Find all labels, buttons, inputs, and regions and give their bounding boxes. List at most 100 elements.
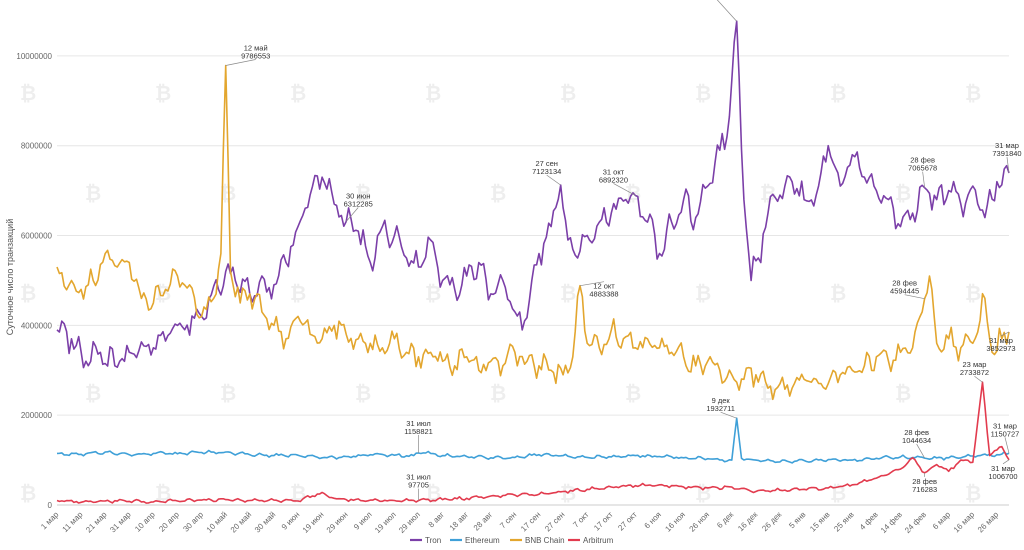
watermark-glyph: ₿ xyxy=(155,483,171,505)
watermark-glyph: ₿ xyxy=(830,483,846,505)
x-tick-label: 10 апр xyxy=(133,510,157,534)
annotation-date: 31 окт xyxy=(603,167,625,176)
annotation-date: 28 фев xyxy=(904,428,929,437)
watermark-glyph: ₿ xyxy=(20,83,36,105)
x-tick-label: 19 июн xyxy=(301,510,326,535)
x-tick-label: 31 мар xyxy=(108,510,133,535)
annotation-leader xyxy=(1002,459,1010,465)
y-tick-label: 4000000 xyxy=(21,321,53,330)
x-tick-label: 27 сен xyxy=(543,510,566,533)
annotation-date: 28 фев xyxy=(892,279,917,288)
x-tick-label: 17 окт xyxy=(592,510,615,533)
annotation-value: 1150727 xyxy=(991,429,1020,438)
series-lines xyxy=(56,20,1010,504)
annotation-leader xyxy=(916,443,925,459)
x-tick-label: 6 мар xyxy=(931,510,953,532)
grid-lines xyxy=(57,55,1009,506)
annotation-date: 31 мар xyxy=(989,336,1013,345)
x-tick-label: 15 янв xyxy=(808,510,831,533)
x-tick-label: 7 сен xyxy=(498,510,518,530)
y-axis-ticks: 0 2000000 4000000 6000000 8000000 10000000 xyxy=(16,52,52,510)
annotation-value: 4883388 xyxy=(589,290,618,299)
x-tick-label: 5 янв xyxy=(787,510,807,530)
x-tick-label: 7 окт xyxy=(571,510,591,530)
watermark-glyph: ₿ xyxy=(290,283,306,305)
annotation-leader xyxy=(225,59,256,66)
y-tick-label: 2000000 xyxy=(21,411,53,420)
watermark-glyph: ₿ xyxy=(965,483,981,505)
watermark-glyph: ₿ xyxy=(490,383,506,405)
watermark-glyph: ₿ xyxy=(760,183,776,205)
x-tick-label: 9 июл xyxy=(352,510,374,532)
watermark-glyph: ₿ xyxy=(895,183,911,205)
y-tick-label: 6000000 xyxy=(21,232,53,241)
annotation-date: 28 фев xyxy=(910,156,935,165)
x-tick-label: 8 авг xyxy=(427,510,446,529)
x-tick-label: 25 янв xyxy=(832,510,855,533)
x-tick-label: 6 дек xyxy=(715,510,735,530)
annotation-value: 1006700 xyxy=(988,472,1017,481)
watermark-glyph: ₿ xyxy=(85,183,101,205)
annotation-leader xyxy=(1004,437,1010,454)
x-tick-label: 26 мар xyxy=(976,510,1001,535)
watermark-glyph: ₿ xyxy=(425,283,441,305)
annotation-date: 12 окт xyxy=(593,282,615,291)
x-tick-label: 26 дек xyxy=(760,510,784,534)
y-tick-label: 8000000 xyxy=(21,142,53,151)
x-tick-label: 30 апр xyxy=(181,510,205,534)
x-tick-label: 20 апр xyxy=(157,510,181,534)
annotation-value: 1932711 xyxy=(706,404,735,413)
annotation-value: 1158821 xyxy=(404,427,433,436)
x-tick-label: 4 фев xyxy=(858,510,880,532)
legend-label-bnb-chain: BNB Chain xyxy=(525,536,565,545)
x-tick-label: 24 фев xyxy=(903,510,928,535)
x-tick-label: 29 июн xyxy=(325,510,350,535)
x-tick-label: 14 фев xyxy=(879,510,904,535)
annotation-leader xyxy=(613,183,636,196)
watermark-glyph: ₿ xyxy=(560,83,576,105)
watermark-layer: ₿₿₿₿₿₿₿₿₿₿₿₿₿₿₿₿₿₿₿₿₿₿₿₿₿₿₿₿₿₿₿₿₿₿₿₿₿₿₿₿ xyxy=(20,83,981,505)
x-tick-label: 27 окт xyxy=(616,510,639,533)
y-axis-label: Суточное число транзакций xyxy=(5,219,15,335)
watermark-glyph: ₿ xyxy=(20,483,36,505)
annotation-leader xyxy=(904,294,925,300)
annotation-leader xyxy=(579,281,605,287)
x-axis-ticks: 1 мар 11 мар 21 мар 31 мар 10 апр 20 апр 30 ап… xyxy=(39,510,1001,535)
annotation-value: 1044634 xyxy=(902,436,931,445)
annotation-leader xyxy=(345,207,359,222)
watermark-glyph: ₿ xyxy=(290,83,306,105)
x-tick-label: 30 май xyxy=(253,510,277,534)
x-tick-label: 26 ноя xyxy=(688,510,712,534)
x-tick-label: 16 мар xyxy=(952,510,977,535)
watermark-glyph: ₿ xyxy=(695,283,711,305)
watermark-glyph: ₿ xyxy=(560,483,576,505)
x-tick-label: 9 июн xyxy=(280,510,302,532)
legend-label-ethereum: Ethereum xyxy=(465,536,500,545)
watermark-glyph: ₿ xyxy=(425,83,441,105)
x-tick-label: 17 сен xyxy=(519,510,542,533)
annotation-date: 31 мар xyxy=(993,421,1017,430)
annotation-date: 12 май xyxy=(244,43,268,52)
watermark-glyph: ₿ xyxy=(20,283,36,305)
annotation-date: 31 мар xyxy=(991,464,1015,473)
watermark-glyph: ₿ xyxy=(355,383,371,405)
watermark-glyph: ₿ xyxy=(220,383,236,405)
legend-label-tron: Tron xyxy=(425,536,441,545)
annotation-leader xyxy=(922,171,925,188)
x-tick-label: 6 ноя xyxy=(643,510,663,530)
legend-label-arbitrum: Arbitrum xyxy=(583,536,614,545)
series-line-ethereum xyxy=(56,417,1010,464)
watermark-glyph: ₿ xyxy=(695,83,711,105)
annotation-date: 31 июл xyxy=(406,473,430,482)
series-line-bnb-chain xyxy=(56,64,1010,401)
annotation-date: 9 дек xyxy=(712,396,731,405)
annotation-value: 9786553 xyxy=(241,51,270,60)
x-tick-label: 1 мар xyxy=(39,510,61,532)
annotation-value: 4594445 xyxy=(890,287,919,296)
annotation-value: 2733872 xyxy=(960,368,989,377)
annotation-value: 3852973 xyxy=(986,344,1015,353)
annotation-leader xyxy=(716,0,737,22)
series-line-tron xyxy=(56,20,1010,369)
annotation-value: 716283 xyxy=(912,485,937,494)
